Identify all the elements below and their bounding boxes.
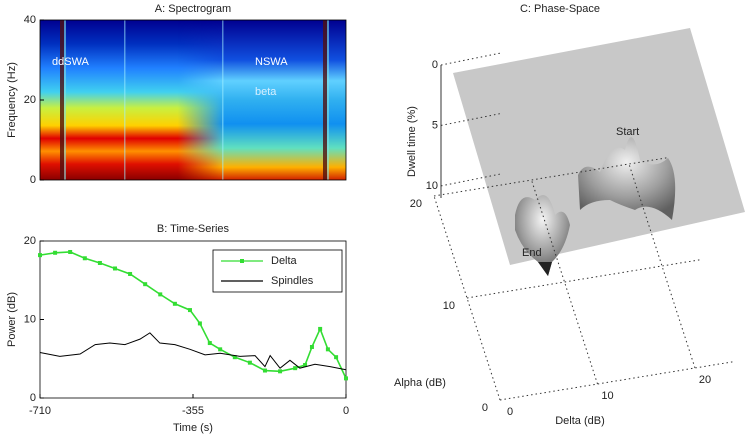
annotation: beta <box>255 86 277 98</box>
marker <box>158 292 163 297</box>
y-axis-label: Frequency (Hz) <box>6 62 18 138</box>
marker <box>197 321 202 326</box>
y-tick-label: 0 <box>482 402 488 414</box>
x-tick-label: -355 <box>182 405 204 417</box>
marker <box>112 266 117 271</box>
marker <box>172 301 177 306</box>
marker <box>68 249 73 254</box>
x-axis-label: Delta (dB) <box>555 415 605 427</box>
legend: Delta Spindles <box>212 249 343 293</box>
x-tick-label: 0 <box>343 405 349 417</box>
z-tick-label: 10 <box>426 180 438 192</box>
legend-marker <box>240 259 244 263</box>
legend-label: Delta <box>271 255 298 267</box>
marker <box>325 347 330 352</box>
x-tick-label: 0 <box>507 406 513 418</box>
marker <box>247 360 252 365</box>
phase-surface <box>453 28 745 276</box>
chart-title: B: Time-Series <box>157 223 230 235</box>
marker <box>303 363 308 368</box>
marker <box>293 366 298 371</box>
y-axis-label: Alpha (dB) <box>394 377 446 389</box>
y-tick-label: 20 <box>24 94 36 106</box>
legend-label: Spindles <box>271 275 314 287</box>
z-axis-label: Dwell time (%) <box>406 106 418 177</box>
y-tick-label: 0 <box>30 392 36 404</box>
y-tick-label: 40 <box>24 14 36 26</box>
marker <box>318 326 323 331</box>
grid-line <box>440 52 502 66</box>
y-tick-label: 20 <box>24 235 36 247</box>
y-tick-label: 10 <box>24 313 36 325</box>
marker <box>278 369 283 374</box>
marker <box>97 260 102 265</box>
marker <box>262 368 267 373</box>
series-line <box>39 332 347 371</box>
marker <box>143 282 148 287</box>
y-axis-label: Power (dB) <box>6 292 18 347</box>
marker <box>232 355 237 360</box>
grid-line <box>466 259 702 299</box>
x-tick-label: -710 <box>29 405 51 417</box>
marker <box>344 376 348 381</box>
marker <box>309 344 314 349</box>
marker <box>128 271 133 276</box>
marker <box>53 250 58 255</box>
y-tick-label: 0 <box>30 174 36 186</box>
chart-title: A: Spectrogram <box>155 3 231 15</box>
grid-line <box>440 173 502 187</box>
annotation: NSWA <box>255 56 288 68</box>
x-axis-label: Time (s) <box>173 422 213 434</box>
marker <box>82 256 87 261</box>
annotation: End <box>522 247 542 259</box>
grid-line <box>440 112 502 126</box>
chart-title: C: Phase-Space <box>520 3 600 15</box>
y-tick-label: 20 <box>410 198 422 210</box>
annotation: ddSWA <box>52 56 90 68</box>
marker <box>218 347 223 352</box>
marker <box>334 355 339 360</box>
marker <box>38 253 42 258</box>
annotation: Start <box>616 126 639 138</box>
x-tick-label: 10 <box>601 390 613 402</box>
z-tick-label: 5 <box>432 119 438 131</box>
z-tick-label: 0 <box>432 59 438 71</box>
y-tick-label: 10 <box>443 300 455 312</box>
x-tick-label: 20 <box>699 374 711 386</box>
spectrogram-image <box>40 20 346 180</box>
legend-box <box>212 249 343 293</box>
marker <box>187 308 192 313</box>
marker <box>207 341 212 346</box>
